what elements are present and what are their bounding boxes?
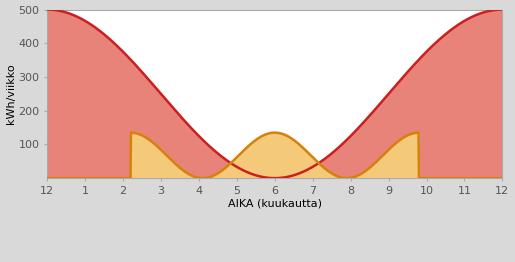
X-axis label: AIKA (kuukautta): AIKA (kuukautta)	[228, 199, 322, 209]
Legend: Lämmitys tulisijalla, Aurinolämmitys: Lämmitys tulisijalla, Aurinolämmitys	[134, 260, 415, 262]
Y-axis label: kWh/viikko: kWh/viikko	[6, 64, 15, 124]
